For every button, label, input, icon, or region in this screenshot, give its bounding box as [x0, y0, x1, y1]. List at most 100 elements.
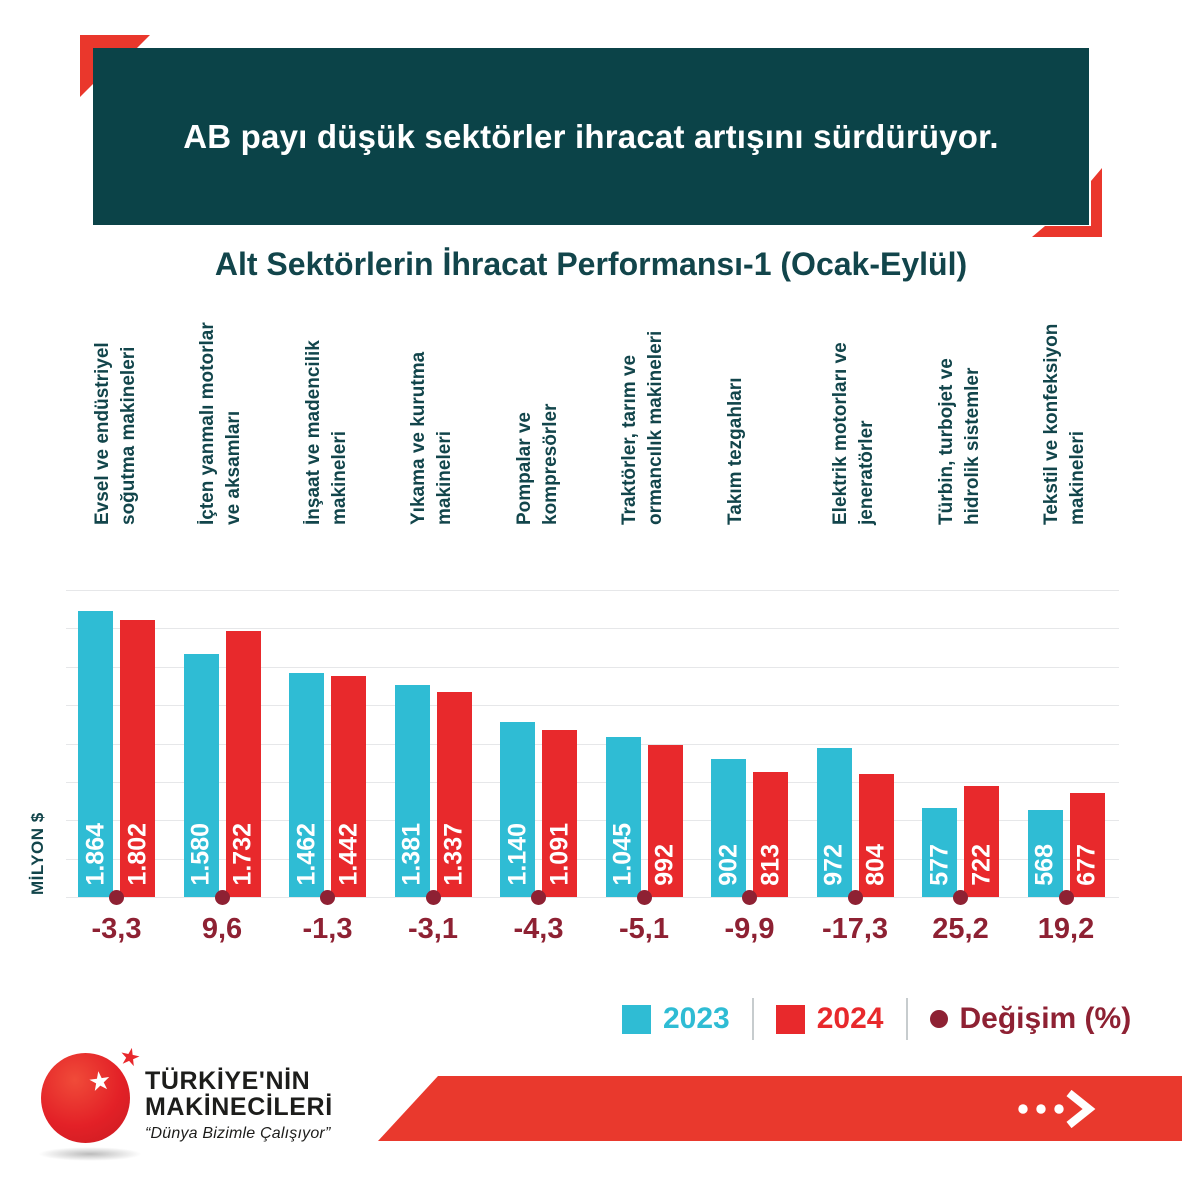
change-dot-icon	[320, 889, 335, 905]
category-label: Tekstil ve konfeksiyon makineleri	[1041, 323, 1088, 525]
bar-value-label: 813	[756, 844, 784, 886]
bar-2024: 677	[1069, 793, 1105, 897]
change-value-label: 9,6	[201, 913, 243, 945]
header-title: AB payı düşük sektörler ihracat artışını…	[183, 117, 999, 155]
legend-label-2024: 2024	[816, 1002, 884, 1035]
change-dot-icon	[742, 889, 757, 905]
category-label: Elektrik motorları ve jeneratörler	[830, 342, 877, 525]
gridline	[66, 590, 1119, 591]
star-icon: ★	[86, 1064, 114, 1098]
change-value-label: -9,9	[724, 913, 775, 945]
logo-shadow	[38, 1147, 142, 1161]
bar-value-label: 992	[650, 844, 679, 886]
category-label: Pompalar ve kompresörler	[513, 403, 561, 525]
y-axis-unit-label: MİLYON $	[28, 812, 47, 895]
bar-2023: 1.462	[289, 673, 324, 897]
bar-2024: 1.337	[436, 692, 472, 897]
category-label: Evsel ve endüstriyel soğutma makineleri	[91, 342, 139, 525]
legend-dot-icon	[929, 1010, 948, 1028]
bar-value-label: 804	[861, 844, 890, 886]
gridline	[66, 705, 1119, 707]
header-banner: AB payı düşük sektörler ihracat artışını…	[93, 48, 1089, 225]
category-label: Takım tezgahları	[724, 377, 746, 525]
change-value-label: -3,3	[91, 913, 142, 945]
bar-2024: 1.091	[542, 730, 577, 897]
chart-legend: 2023 2024 Değişim (%)	[622, 998, 1132, 1040]
bar-value-label: 677	[1072, 844, 1101, 886]
bar-2023: 1.140	[500, 722, 535, 897]
logo-name-line1: TÜRKİYE'NİN	[145, 1067, 311, 1095]
legend-swatch-2024	[775, 1004, 805, 1034]
change-value-label: 19,2	[1037, 913, 1095, 945]
star-icon: ★	[116, 1042, 144, 1073]
change-dot-icon	[636, 889, 652, 905]
gridline	[66, 666, 1119, 668]
change-dot-icon	[953, 889, 968, 905]
bar-value-label: 1.140	[503, 823, 531, 886]
bar-2023: 577	[922, 808, 957, 897]
change-dot-icon	[214, 889, 230, 905]
logo-text: TÜRKİYE'NİN MAKİNECİLERİ “Dünya Bizimle …	[145, 1068, 333, 1143]
change-value-label: -3,1	[408, 913, 458, 945]
change-dot-icon	[425, 889, 441, 905]
gridline	[66, 628, 1119, 630]
bar-value-label: 1.462	[292, 823, 320, 886]
gridline	[66, 820, 1119, 822]
legend-swatch-2023	[622, 1004, 651, 1034]
change-dot-icon	[109, 889, 124, 905]
category-label: Yıkama ve kurutma makineleri	[408, 351, 455, 525]
legend-item-2023: 2023	[622, 1002, 730, 1036]
bar-2024: 1.802	[120, 620, 155, 897]
change-value-label: -5,1	[619, 913, 669, 945]
bar-2024: 804	[858, 774, 894, 897]
change-value-label: -1,3	[302, 913, 353, 945]
legend-label-2023: 2023	[663, 1002, 730, 1035]
bar-2023: 1.580	[183, 654, 219, 897]
bar-2023: 1.045	[605, 737, 641, 897]
legend-item-2024: 2024	[775, 1002, 884, 1036]
bar-2023: 902	[711, 759, 746, 897]
bar-value-label: 1.045	[608, 823, 637, 886]
bar-2024: 992	[647, 745, 683, 897]
bar-2024: 813	[753, 772, 788, 897]
bar-2024: 1.732	[225, 631, 261, 897]
bar-value-label: 1.732	[228, 823, 257, 886]
bar-value-label: 1.864	[81, 823, 109, 886]
bar-2023: 568	[1027, 810, 1063, 897]
bar-value-label: 1.580	[186, 823, 215, 886]
bar-2024: 1.442	[331, 676, 366, 897]
bar-value-label: 1.802	[123, 823, 151, 886]
chart-title: Alt Sektörlerin İhracat Performansı-1 (O…	[214, 246, 968, 282]
change-dot-icon	[847, 889, 863, 905]
bar-value-label: 722	[967, 844, 995, 886]
change-dot-icon	[1058, 889, 1074, 905]
bar-2023: 972	[816, 748, 852, 897]
gridline	[66, 781, 1119, 783]
bar-2023: 1.381	[394, 685, 430, 897]
category-label: İnşaat ve madencilik makineleri	[302, 340, 350, 525]
ellipsis-chevron-right-icon	[1018, 1089, 1096, 1128]
logo-tagline: “Dünya Bizimle Çalışıyor”	[145, 1125, 331, 1142]
category-label: Traktörler, tarım ve ormancılık makinele…	[619, 330, 666, 525]
legend-item-change: Değişim (%)	[929, 1002, 1132, 1036]
footer-banner	[378, 1076, 1182, 1141]
change-value-label: -4,3	[513, 913, 564, 945]
legend-label-change: Değişim (%)	[959, 1002, 1132, 1035]
bar-value-label: 1.442	[334, 823, 362, 886]
gridline	[66, 743, 1119, 745]
bar-value-label: 902	[714, 844, 742, 886]
change-dot-icon	[531, 889, 546, 905]
bar-2024: 722	[964, 786, 999, 897]
bar-value-label: 1.337	[439, 823, 468, 886]
gridline	[66, 897, 1119, 898]
logo-circle	[41, 1053, 130, 1143]
legend-divider	[751, 998, 754, 1040]
category-label: Türbin, turbojet ve hidrolik sistemler	[935, 358, 983, 525]
bar-2023: 1.864	[78, 611, 113, 897]
change-value-label: -17,3	[821, 913, 889, 945]
change-value-label: 25,2	[932, 913, 989, 945]
legend-divider	[905, 998, 908, 1040]
bar-value-label: 1.091	[545, 823, 573, 886]
bar-value-label: 1.381	[397, 823, 426, 886]
